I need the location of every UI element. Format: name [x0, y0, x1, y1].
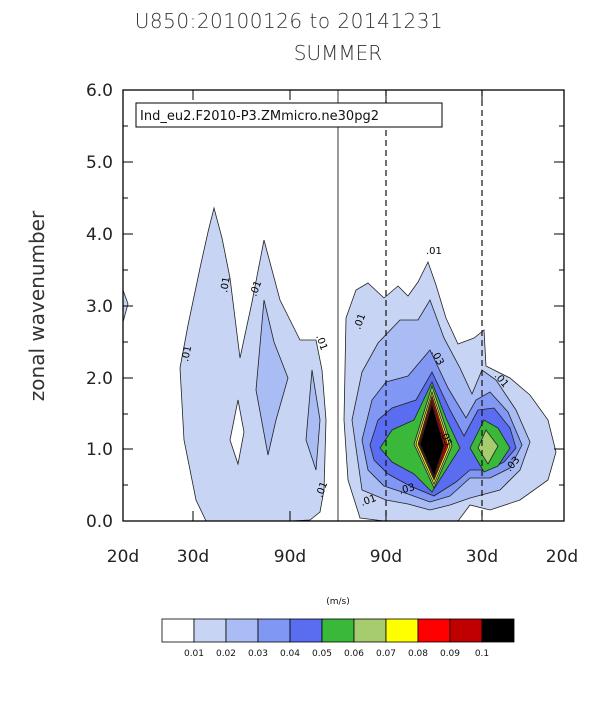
contour-fill-west-002a — [255, 299, 289, 456]
colorbar-swatch — [193, 618, 227, 643]
y-tick-label: 5.0 — [86, 153, 113, 173]
x-tick-label: 20d — [546, 547, 578, 567]
colorbar — [161, 618, 515, 643]
contour-label-11: .03 — [398, 482, 416, 497]
colorbar-label: 0.07 — [376, 649, 396, 659]
x-tick-label: 30d — [177, 547, 209, 567]
contour-label-7: .01 — [426, 246, 442, 257]
x-tick-label: 30d — [466, 547, 498, 567]
contour-fill-west-002b — [305, 369, 321, 471]
colorbar-swatch — [225, 618, 259, 643]
axis-ticks — [123, 89, 564, 521]
contour-label-5: .01 — [314, 480, 330, 499]
colorbar-label: 0.05 — [312, 649, 332, 659]
units-label: (m/s) — [326, 597, 350, 607]
x-tick-label: 90d — [370, 547, 402, 567]
contour-label-4: .01 — [313, 333, 329, 352]
contour-fill-west-001 — [179, 206, 327, 522]
x-tick-labels: 20d 30d 90d 90d 30d 20d — [107, 547, 578, 567]
colorbar-label: 0.01 — [184, 649, 204, 659]
colorbar-label: 0.09 — [440, 649, 460, 659]
colorbar-swatch — [449, 618, 483, 643]
y-tick-labels: 0.0 1.0 2.0 3.0 4.0 5.0 6.0 — [86, 81, 113, 532]
colorbar-swatch — [417, 618, 451, 643]
colorbar-swatch — [161, 618, 195, 643]
colorbar-label: 0.04 — [280, 649, 300, 659]
colorbar-label: 0.08 — [408, 649, 428, 659]
colorbar-label: 0.02 — [216, 649, 236, 659]
case-label: Ind_eu2.F2010-P3.ZMmicro.ne30pg2 — [140, 109, 379, 124]
colorbar-swatch — [257, 618, 291, 643]
y-tick-label: 3.0 — [86, 297, 113, 317]
chart-title-line2: SUMMER — [294, 41, 382, 65]
contour-fills — [122, 206, 557, 522]
contour-fill-east-010 — [419, 402, 445, 478]
chart-title-line1: U850:20100126 to 20141231 — [135, 9, 443, 33]
colorbar-swatch — [353, 618, 387, 643]
y-tick-label: 1.0 — [86, 440, 113, 460]
contour-label-3: .01 — [248, 279, 264, 298]
contour-labels: .01 .01 .01 .01 .01 .01 .01 .01 .03 .05 … — [180, 246, 522, 509]
x-tick-label: 20d — [107, 547, 139, 567]
contour-label-2: .01 — [219, 276, 233, 294]
colorbar-swatch — [481, 618, 515, 643]
colorbar-swatch — [289, 618, 323, 643]
y-tick-label: 2.0 — [86, 369, 113, 389]
colorbar-label: 0.03 — [248, 649, 268, 659]
y-tick-label: 0.0 — [86, 512, 113, 532]
contour-hole-west — [229, 399, 245, 466]
y-tick-label: 4.0 — [86, 225, 113, 245]
contour-label-1: .01 — [180, 345, 194, 363]
colorbar-label: 0.06 — [344, 649, 364, 659]
colorbar-label: 0.1 — [475, 649, 489, 659]
contour-label-6: .01 — [352, 312, 368, 331]
x-tick-label: 90d — [274, 547, 306, 567]
y-tick-label: 6.0 — [86, 81, 113, 101]
colorbar-swatch — [385, 618, 419, 643]
y-axis-title: zonal wavenumber — [25, 210, 49, 401]
contour-label-12: .01 — [359, 493, 378, 509]
colorbar-swatch — [321, 618, 355, 643]
colorbar-labels: 0.01 0.02 0.03 0.04 0.05 0.06 0.07 0.08 0.09 0.1 — [184, 649, 489, 659]
contour-fill-east-006b — [477, 429, 499, 465]
case-label-box — [135, 102, 443, 128]
